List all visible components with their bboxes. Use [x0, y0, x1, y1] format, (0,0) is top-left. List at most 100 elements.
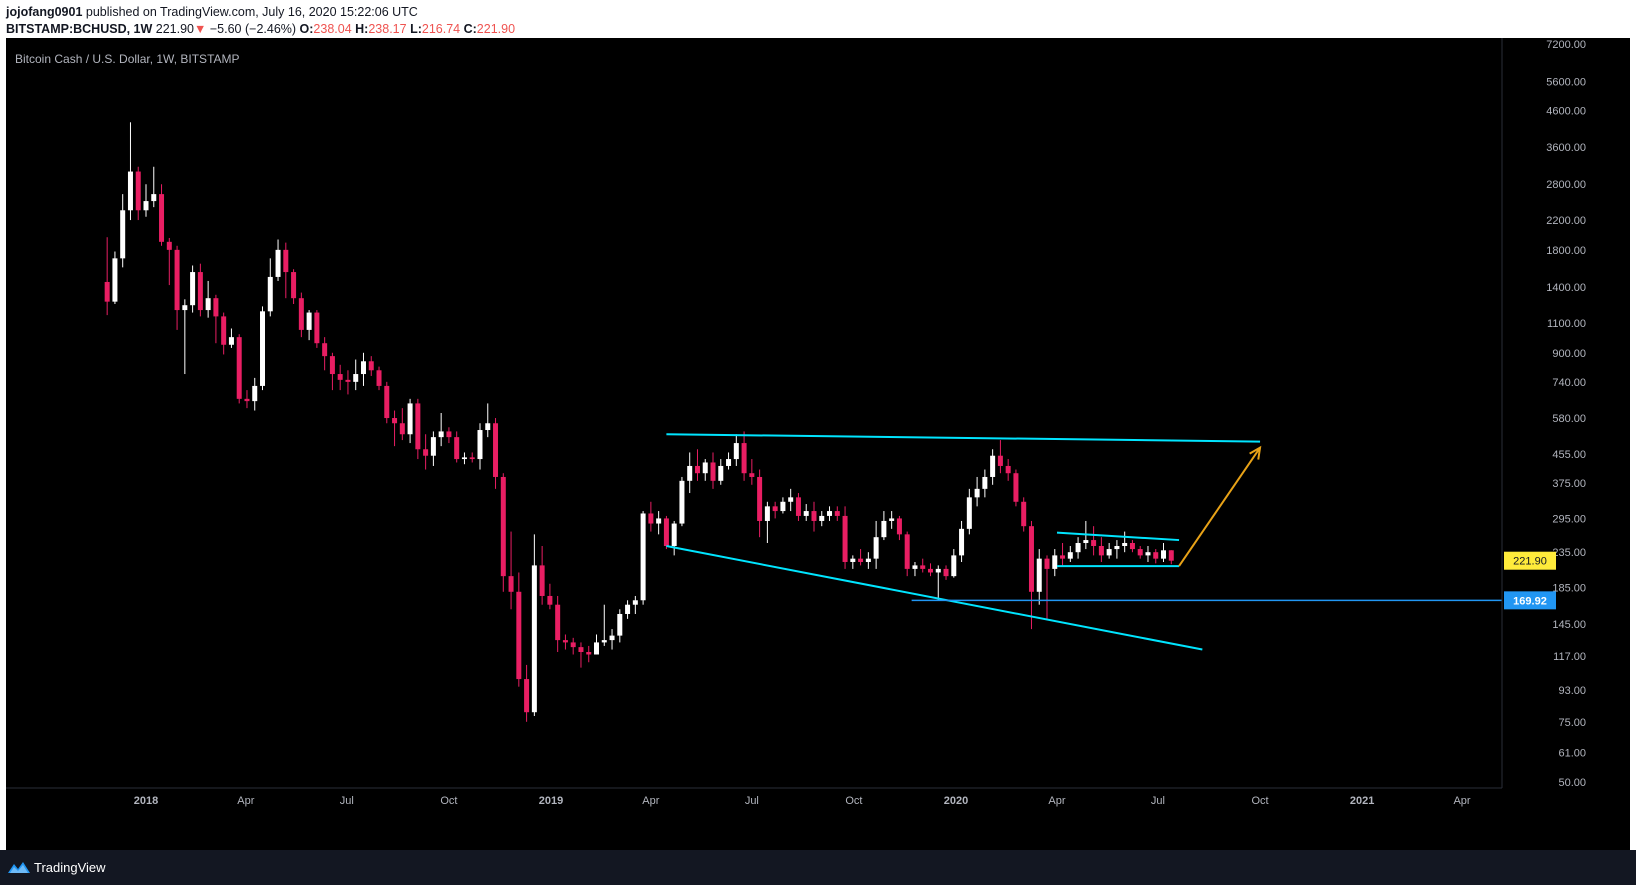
- candle-body: [469, 457, 475, 460]
- candle: [594, 634, 600, 655]
- candle-body: [702, 462, 708, 474]
- candle: [679, 476, 685, 527]
- candle: [1091, 526, 1097, 556]
- candle: [104, 237, 110, 316]
- candle: [197, 263, 203, 317]
- candle: [252, 377, 258, 411]
- candle-body: [990, 455, 996, 477]
- chart-area[interactable]: 7200.00 5600.00 4600.00 3600.00 2800.00 2200.…: [6, 38, 1630, 850]
- price-tick-label: 145.00: [1552, 619, 1586, 631]
- candle: [795, 493, 801, 521]
- candle: [873, 520, 879, 569]
- candle: [493, 418, 499, 489]
- candle-body: [718, 465, 724, 481]
- candle: [446, 427, 452, 444]
- candlestick-chart[interactable]: 7200.00 5600.00 4600.00 3600.00 2800.00 2200.…: [6, 38, 1630, 850]
- candle-body: [834, 511, 840, 516]
- candle: [1122, 531, 1128, 553]
- candle: [267, 258, 273, 317]
- candle: [438, 413, 444, 447]
- footer-brand[interactable]: TradingView: [34, 860, 106, 875]
- candle-body: [236, 337, 242, 399]
- candle-body: [392, 418, 398, 424]
- candle: [1044, 555, 1050, 619]
- candle: [827, 506, 833, 521]
- candle-body: [1145, 552, 1151, 556]
- close-label: C:: [463, 22, 477, 36]
- candle-body: [322, 343, 328, 357]
- symbol-label: BITSTAMP:BCHUSD, 1W: [6, 22, 153, 36]
- candle-body: [656, 518, 662, 524]
- candle-body: [873, 537, 879, 559]
- candle-body: [1098, 546, 1104, 556]
- candle-body: [927, 568, 933, 573]
- candle: [687, 452, 693, 494]
- candle: [291, 269, 297, 305]
- candle-body: [112, 258, 118, 302]
- candle-body: [741, 443, 747, 474]
- candle: [966, 488, 972, 535]
- candle: [415, 398, 421, 460]
- candle: [586, 645, 592, 663]
- candle: [314, 310, 320, 348]
- candle: [733, 434, 739, 466]
- time-tick-label: Jul: [745, 795, 759, 807]
- candle: [112, 251, 118, 305]
- price-tick-label: 235.00: [1552, 547, 1586, 559]
- candle: [772, 501, 778, 519]
- candle: [190, 265, 196, 313]
- candle: [182, 299, 188, 375]
- candle: [260, 306, 266, 391]
- price-tick-label: 93.00: [1558, 685, 1586, 697]
- candle: [1075, 537, 1081, 559]
- candle: [694, 449, 700, 481]
- candle-body: [671, 523, 677, 547]
- candle-body: [749, 473, 755, 477]
- candle-body: [726, 459, 732, 466]
- trendline: [666, 433, 1261, 443]
- candle-body: [267, 276, 273, 312]
- candle: [353, 359, 359, 391]
- candle-body: [345, 379, 351, 382]
- candle: [881, 511, 887, 541]
- candle: [1129, 540, 1135, 553]
- candle: [337, 364, 343, 391]
- candle-body: [252, 385, 258, 402]
- candle: [578, 642, 584, 668]
- candle: [656, 511, 662, 535]
- candle: [151, 166, 157, 208]
- candle: [951, 549, 957, 578]
- candle-body: [127, 171, 133, 211]
- author-name[interactable]: jojofang0901: [6, 5, 83, 19]
- candle: [927, 563, 933, 577]
- candle-body: [314, 312, 320, 344]
- price-tick-label: 1400.00: [1546, 282, 1586, 294]
- candle-body: [260, 311, 266, 386]
- price-tick-label: 4600.00: [1546, 106, 1586, 118]
- candle-body: [959, 528, 965, 556]
- time-tick-label: Jul: [340, 795, 354, 807]
- candle: [368, 356, 374, 376]
- candle-body: [562, 640, 568, 643]
- tradingview-logo-icon[interactable]: [7, 860, 31, 875]
- price-tick-label: 2800.00: [1546, 179, 1586, 191]
- candle: [920, 558, 926, 573]
- candle: [127, 122, 133, 221]
- candle: [1153, 549, 1159, 564]
- candle-body: [446, 431, 452, 438]
- candle: [625, 600, 631, 619]
- time-tick-label: 2018: [134, 795, 158, 807]
- candle: [516, 572, 522, 687]
- candle: [1013, 469, 1019, 507]
- candle-body: [353, 374, 359, 382]
- candle-body: [384, 385, 390, 419]
- candle-body: [601, 640, 607, 643]
- candle-body: [166, 241, 172, 250]
- candle-body: [772, 506, 778, 512]
- low-value: 216.74: [421, 22, 461, 36]
- candle-body: [788, 497, 794, 502]
- candle-body: [516, 591, 522, 680]
- time-tick-label: Oct: [1251, 795, 1268, 807]
- candle: [244, 390, 250, 409]
- candle: [850, 555, 856, 569]
